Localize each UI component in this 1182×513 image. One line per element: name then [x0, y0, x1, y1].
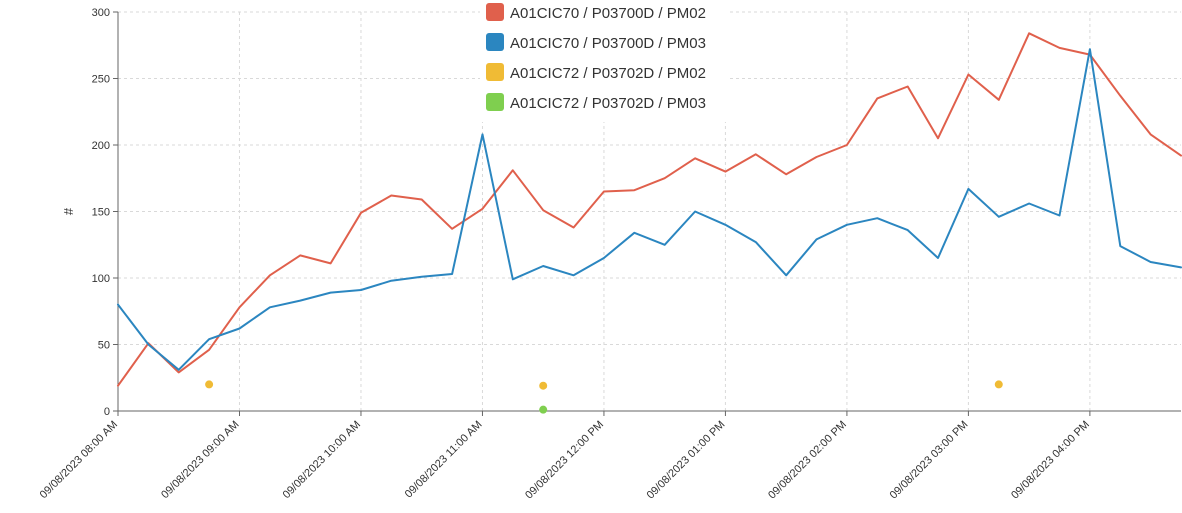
y-tick-label: 250: [92, 74, 110, 86]
legend-label: A01CIC72 / P03702D / PM03: [510, 95, 706, 112]
x-tick-label: 09/08/2023 08:00 AM: [38, 419, 120, 501]
x-tick-label: 09/08/2023 10:00 AM: [281, 419, 363, 501]
legend-label: A01CIC70 / P03700D / PM02: [510, 5, 706, 22]
x-ticks: 09/08/2023 08:00 AM 09/08/2023 09:00 AM 09…: [38, 411, 1092, 502]
y-tick-label: 300: [92, 7, 110, 19]
x-tick-label: 09/08/2023 11:00 AM: [403, 419, 485, 501]
legend-item[interactable]: A01CIC70 / P03700D / PM02: [486, 3, 706, 22]
legend[interactable]: A01CIC70 / P03700D / PM02 A01CIC70 / P037…: [480, 0, 728, 122]
legend-label: A01CIC70 / P03700D / PM03: [510, 35, 706, 52]
legend-swatch: [486, 3, 504, 21]
series-line: [117, 32, 1182, 387]
legend-swatch: [486, 33, 504, 51]
y-tick-label: 0: [104, 406, 110, 418]
series-3: [205, 380, 1003, 390]
y-tick-label: 150: [92, 207, 110, 219]
series-2: [117, 48, 1182, 371]
y-ticks: 0 50 100 150 200 250 300: [92, 7, 118, 418]
x-tick-label: 09/08/2023 03:00 PM: [888, 419, 971, 502]
data-point: [539, 381, 548, 390]
series-4: [539, 405, 548, 414]
legend-item[interactable]: A01CIC70 / P03700D / PM03: [486, 33, 706, 52]
series-1: [117, 32, 1182, 387]
x-tick-label: 09/08/2023 02:00 PM: [766, 419, 849, 502]
data-point: [539, 405, 548, 414]
y-tick-label: 50: [98, 340, 110, 352]
data-point: [205, 380, 214, 389]
x-tick-label: 09/08/2023 04:00 PM: [1009, 419, 1092, 502]
x-tick-label: 09/08/2023 01:00 PM: [645, 419, 728, 502]
legend-item[interactable]: A01CIC72 / P03702D / PM02: [486, 63, 706, 82]
x-tick-label: 09/08/2023 12:00 PM: [523, 419, 606, 502]
legend-swatch: [486, 63, 504, 81]
legend-swatch: [486, 93, 504, 111]
series: [117, 32, 1182, 414]
data-point: [994, 380, 1003, 389]
y-axis-label: #: [61, 207, 76, 215]
y-tick-label: 100: [92, 273, 110, 285]
series-line: [117, 48, 1182, 371]
x-tick-label: 09/08/2023 09:00 AM: [159, 419, 241, 501]
y-tick-label: 200: [92, 140, 110, 152]
legend-label: A01CIC72 / P03702D / PM02: [510, 65, 706, 82]
legend-item[interactable]: A01CIC72 / P03702D / PM03: [486, 93, 706, 112]
legend-background: [480, 0, 728, 122]
